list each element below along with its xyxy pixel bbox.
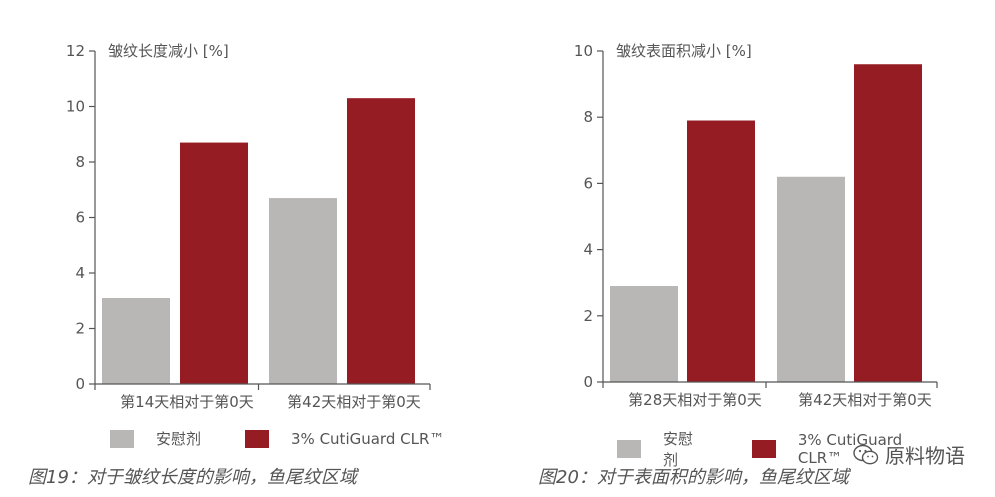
y-tick-label: 12 bbox=[66, 42, 85, 60]
watermark: 原料物语 bbox=[853, 440, 965, 469]
y-tick-label: 4 bbox=[75, 264, 85, 282]
x-category-label: 第28天相对于第0天 bbox=[628, 391, 762, 409]
y-tick-label: 10 bbox=[574, 42, 593, 60]
x-category-label: 第14天相对于第0天 bbox=[120, 393, 254, 411]
y-tick-label: 4 bbox=[583, 241, 593, 259]
legend-swatch-placebo bbox=[110, 429, 134, 448]
chart-wrinkle-length: 0 2 4 6 8 10 12 皱纹长度减小 [%] 第14天相对于第0天 第42天相对于第0天 bbox=[66, 42, 431, 411]
legend-label-placebo: 安慰剂 bbox=[662, 430, 693, 469]
legend-swatch-active bbox=[751, 440, 776, 458]
x-category-label: 第42天相对于第0天 bbox=[798, 391, 932, 409]
legend-chart-1: 安慰剂 3% CutiGuard CLR™ bbox=[110, 428, 488, 449]
legend-item-active: 3% CutiGuard CLR™ bbox=[245, 429, 445, 448]
watermark-text: 原料物语 bbox=[885, 444, 965, 468]
x-category-label: 第42天相对于第0天 bbox=[287, 393, 421, 411]
bar-active-1 bbox=[687, 120, 755, 382]
figure-caption-19: 图19：对于皱纹长度的影响，鱼尾纹区域 bbox=[28, 467, 357, 488]
chart-wrinkle-area: 0 2 4 6 8 10 皱纹表面积减小 [%] 第28天相对于第0天 第42天相对于第0天 bbox=[574, 42, 938, 409]
legend-item-placebo: 安慰剂 bbox=[617, 428, 708, 470]
legend-chart-2: 安慰剂 3% CutiGuard CLR™ bbox=[617, 428, 995, 470]
y-tick-label: 8 bbox=[583, 108, 593, 126]
bar-placebo-2 bbox=[269, 198, 337, 384]
y-axis-label: 皱纹长度减小 [%] bbox=[108, 42, 229, 60]
legend-swatch-active bbox=[245, 429, 270, 448]
y-tick-label: 6 bbox=[583, 174, 593, 192]
y-tick-label: 2 bbox=[583, 307, 593, 325]
legend-label-placebo: 安慰剂 bbox=[156, 430, 202, 448]
y-axis-label: 皱纹表面积减小 [%] bbox=[616, 42, 752, 60]
wechat-icon bbox=[853, 444, 879, 464]
legend-item-placebo: 安慰剂 bbox=[110, 428, 201, 449]
y-tick-label: 2 bbox=[75, 320, 85, 338]
y-tick-label: 8 bbox=[75, 153, 85, 171]
y-tick-label: 0 bbox=[583, 373, 593, 391]
bar-active-2 bbox=[854, 64, 922, 383]
legend-swatch-placebo bbox=[617, 440, 641, 458]
bar-placebo-1 bbox=[102, 297, 170, 384]
legend-label-active: 3% CutiGuard CLR™ bbox=[797, 431, 903, 467]
bar-active-1 bbox=[180, 142, 248, 384]
bar-active-2 bbox=[347, 98, 415, 385]
legend-label-active: 3% CutiGuard CLR™ bbox=[291, 429, 445, 448]
bar-placebo-2 bbox=[777, 176, 845, 382]
bar-placebo-1 bbox=[610, 286, 678, 382]
legend-item-active: 3% CutiGuard CLR™ bbox=[751, 431, 951, 467]
y-tick-label: 0 bbox=[75, 375, 85, 393]
figure-caption-20: 图20：对于表面积的影响，鱼尾纹区域 bbox=[538, 467, 849, 488]
y-tick-label: 6 bbox=[75, 209, 85, 227]
y-tick-label: 10 bbox=[66, 98, 85, 116]
